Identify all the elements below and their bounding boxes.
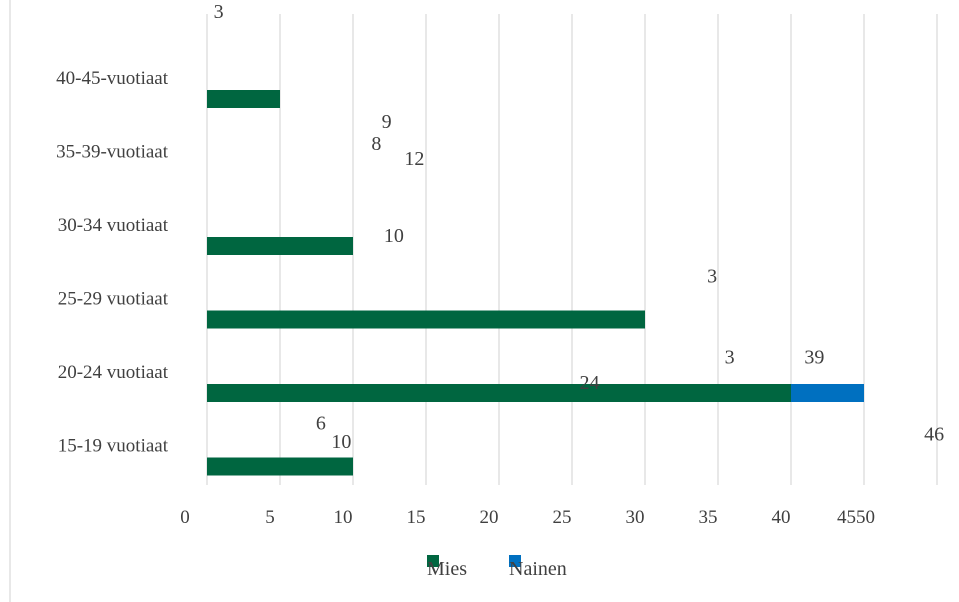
category-label: 15-19 vuotiaat [58, 436, 169, 457]
x-tick-label: 25 [553, 507, 572, 528]
x-axis-ticks: 0 5 10 15 20 25 30 35 40 4550 [180, 507, 875, 528]
bar-mies [207, 310, 645, 329]
x-tick-label: 4550 [837, 507, 875, 528]
category-label: 30-34 vuotiaat [58, 215, 169, 236]
category-label: 20-24 vuotiaat [58, 362, 169, 383]
x-tick-label: 20 [480, 507, 499, 528]
x-tick-label: 10 [334, 507, 353, 528]
data-label: 10 [384, 225, 404, 247]
data-label: 10 [331, 431, 351, 453]
x-tick-label: 30 [626, 507, 645, 528]
data-label: 12 [404, 148, 424, 170]
bar-mies [207, 384, 791, 402]
bar-mies [207, 457, 353, 476]
category-label: 25-29 vuotiaat [58, 289, 169, 310]
legend-label: Nainen [509, 558, 567, 580]
x-tick-label: 40 [772, 507, 791, 528]
legend: Mies Nainen [427, 555, 567, 580]
legend-label: Mies [427, 558, 467, 580]
data-label: 46 [924, 423, 944, 445]
x-tick-label: 15 [407, 507, 426, 528]
bar-nainen [791, 384, 864, 402]
data-label: 8 [371, 133, 381, 155]
x-tick-label: 0 [180, 507, 190, 528]
data-label: 9 [382, 111, 392, 133]
legend-swatch [427, 555, 439, 567]
legend-swatch [509, 555, 521, 567]
data-labels: 2398121032433961046 [214, 1, 944, 453]
data-label: 3 [725, 346, 735, 368]
category-label: 40-45-vuotiaat [56, 68, 169, 89]
bars [207, 90, 864, 476]
data-label: 24 [580, 372, 600, 394]
bar-mies [207, 237, 353, 255]
data-label: 3 [707, 265, 717, 287]
category-label: 35-39-vuotiaat [56, 142, 169, 163]
data-label: 3 [214, 1, 224, 23]
data-label: 39 [804, 346, 824, 368]
category-labels: 40-45-vuotiaat 35-39-vuotiaat 30-34 vuotia… [56, 68, 169, 457]
bar-mies [207, 90, 280, 108]
data-label: 6 [316, 412, 326, 434]
x-tick-label: 35 [699, 507, 718, 528]
x-tick-label: 5 [265, 507, 275, 528]
